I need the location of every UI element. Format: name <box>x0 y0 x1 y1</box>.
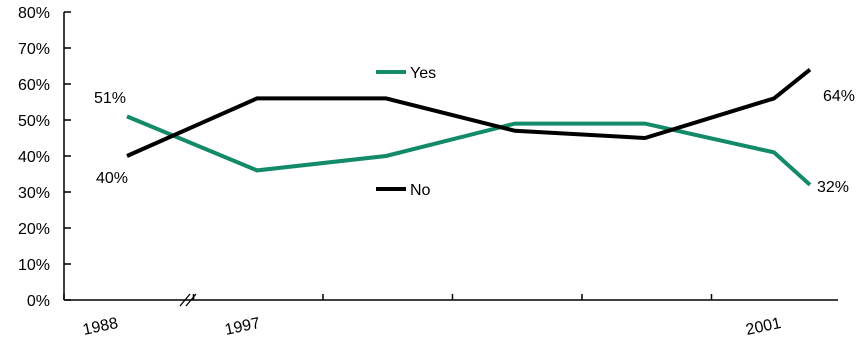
axis-break-mark <box>179 293 191 307</box>
legend-label-no: No <box>410 182 431 199</box>
y-tick-label: 20% <box>18 221 50 238</box>
data-label-no-start: 40% <box>96 170 128 187</box>
y-tick-label: 40% <box>18 149 50 166</box>
data-labels: 51% 32% 40% 64% <box>94 88 855 196</box>
y-tick-label: 10% <box>18 257 50 274</box>
x-tick-label: 2001 <box>744 315 782 339</box>
series-line-no <box>126 68 812 158</box>
legend: Yes No <box>376 65 436 199</box>
y-tick-label: 50% <box>18 113 50 130</box>
data-label-no-end: 64% <box>823 88 855 105</box>
data-label-yes-start: 51% <box>94 90 126 107</box>
legend-label-yes: Yes <box>410 65 436 82</box>
x-axis: 1988 1997 2001 <box>63 293 838 339</box>
y-axis: 0% 10% 20% 30% 40% 50% 60% 70% 80% <box>18 5 71 310</box>
plot-lines <box>126 68 812 187</box>
y-tick-label: 0% <box>27 293 50 310</box>
y-tick-label: 70% <box>18 41 50 58</box>
y-tick-label: 80% <box>18 5 50 22</box>
y-tick-label: 60% <box>18 77 50 94</box>
y-tick-label: 30% <box>18 185 50 202</box>
data-label-yes-end: 32% <box>817 179 849 196</box>
series-line-yes <box>126 114 812 187</box>
x-tick-label: 1988 <box>81 315 119 339</box>
x-tick-label: 1997 <box>223 315 261 339</box>
axis-break-mark <box>185 293 197 307</box>
